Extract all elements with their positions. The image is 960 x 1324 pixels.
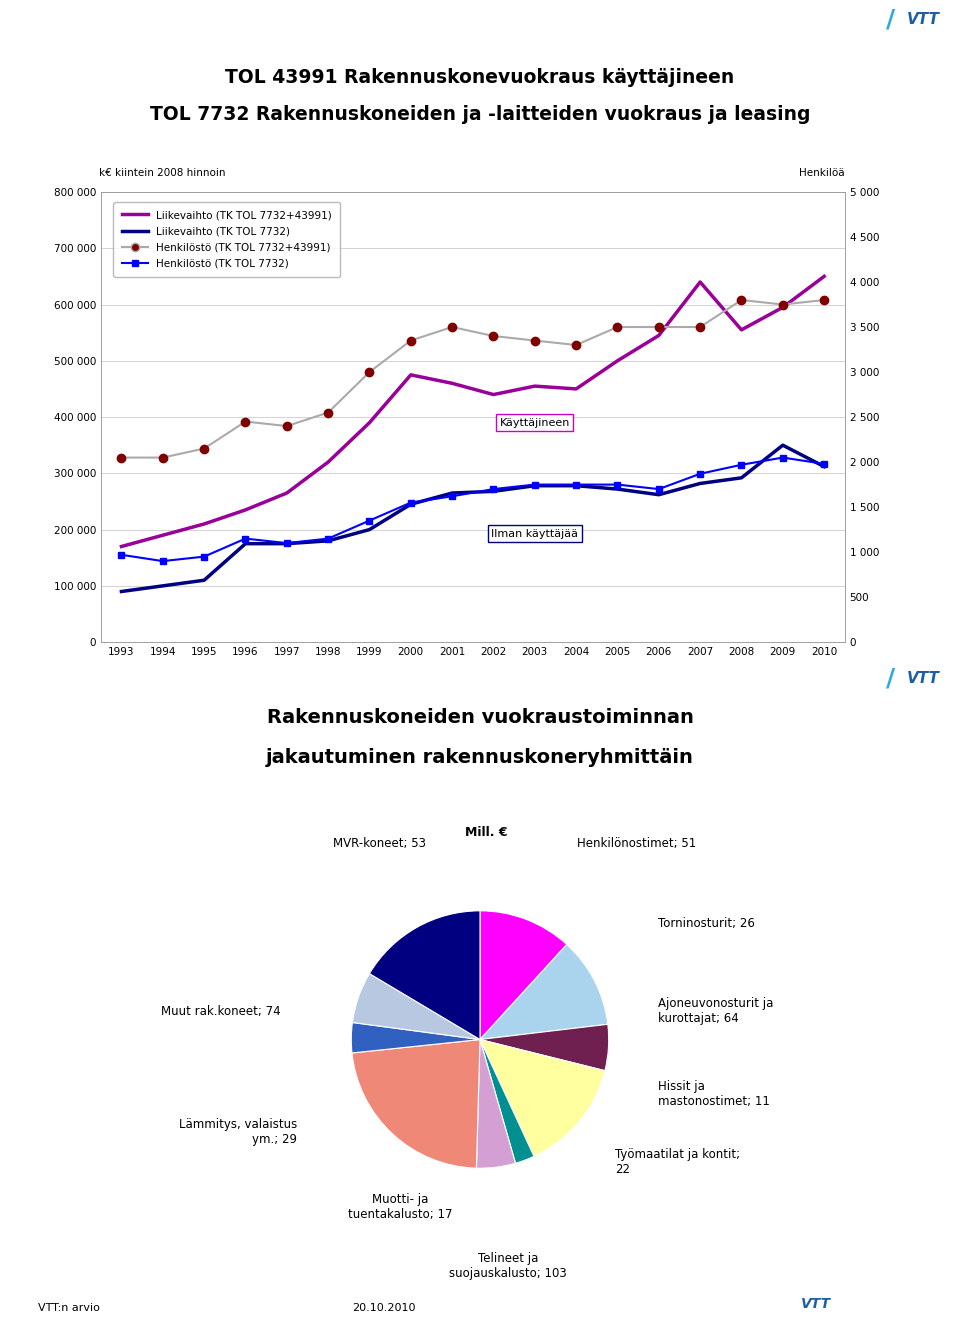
Text: Rakennuskoneiden vuokraustoiminnan: Rakennuskoneiden vuokraustoiminnan xyxy=(267,708,693,727)
Text: 7: 7 xyxy=(686,13,694,25)
Text: VTT: VTT xyxy=(907,12,940,26)
Wedge shape xyxy=(480,1025,609,1071)
Text: 20.10.2010: 20.10.2010 xyxy=(352,1303,416,1313)
Wedge shape xyxy=(476,1039,516,1168)
Text: Ilman käyttäjää: Ilman käyttäjää xyxy=(492,528,578,539)
Text: Ajoneuvonosturit ja
kurottajat; 64: Ajoneuvonosturit ja kurottajat; 64 xyxy=(658,997,773,1025)
Text: VTT: VTT xyxy=(801,1296,831,1311)
Text: 12.12.2010: 12.12.2010 xyxy=(600,13,667,25)
Bar xyxy=(821,662,960,695)
Text: VTT:n arvio: VTT:n arvio xyxy=(38,1303,100,1313)
Wedge shape xyxy=(480,1039,605,1156)
Wedge shape xyxy=(352,1039,480,1168)
Text: Henkilöä: Henkilöä xyxy=(799,168,845,177)
Text: VTT: VTT xyxy=(907,671,940,686)
Text: Muut rak.koneet; 74: Muut rak.koneet; 74 xyxy=(161,1005,280,1018)
Text: 8: 8 xyxy=(686,673,694,685)
Text: Henkilönostimet; 51: Henkilönostimet; 51 xyxy=(577,837,696,850)
Text: TOL 7732 Rakennuskoneiden ja -laitteiden vuokraus ja leasing: TOL 7732 Rakennuskoneiden ja -laitteiden… xyxy=(150,105,810,123)
Text: 12.12.2010: 12.12.2010 xyxy=(600,673,667,685)
Wedge shape xyxy=(480,911,566,1039)
Text: Mill. €: Mill. € xyxy=(466,826,508,838)
Legend: Liikevaihto (TK TOL 7732+43991), Liikevaihto (TK TOL 7732), Henkilöstö (TK TOL 7: Liikevaihto (TK TOL 7732+43991), Liikeva… xyxy=(113,201,340,277)
Text: /: / xyxy=(886,666,896,691)
Wedge shape xyxy=(480,944,608,1039)
Text: Torninosturit; 26: Torninosturit; 26 xyxy=(658,918,755,931)
Text: k€ kiintein 2008 hinnoin: k€ kiintein 2008 hinnoin xyxy=(99,168,226,177)
Wedge shape xyxy=(352,973,480,1039)
Text: Työmaatilat ja kontit;
22: Työmaatilat ja kontit; 22 xyxy=(615,1148,740,1176)
Text: MVR-koneet; 53: MVR-koneet; 53 xyxy=(333,837,426,850)
Wedge shape xyxy=(351,1022,480,1053)
Text: TOL 43991 Rakennuskonevuokraus käyttäjineen: TOL 43991 Rakennuskonevuokraus käyttäjin… xyxy=(226,68,734,86)
Text: Lämmitys, valaistus
ym.; 29: Lämmitys, valaistus ym.; 29 xyxy=(179,1119,298,1147)
Text: Muotti- ja
tuentakalusto; 17: Muotti- ja tuentakalusto; 17 xyxy=(348,1193,452,1221)
Text: Telineet ja
suojauskalusto; 103: Telineet ja suojauskalusto; 103 xyxy=(449,1253,567,1280)
Text: jakautuminen rakennuskoneryhmittäin: jakautuminen rakennuskoneryhmittäin xyxy=(266,748,694,767)
Wedge shape xyxy=(370,911,480,1039)
Text: /: / xyxy=(886,7,896,32)
Bar xyxy=(821,0,960,38)
Text: Käyttäjineen: Käyttäjineen xyxy=(499,417,570,428)
Wedge shape xyxy=(480,1039,534,1164)
Text: Hissit ja
mastonostimet; 11: Hissit ja mastonostimet; 11 xyxy=(658,1079,770,1108)
